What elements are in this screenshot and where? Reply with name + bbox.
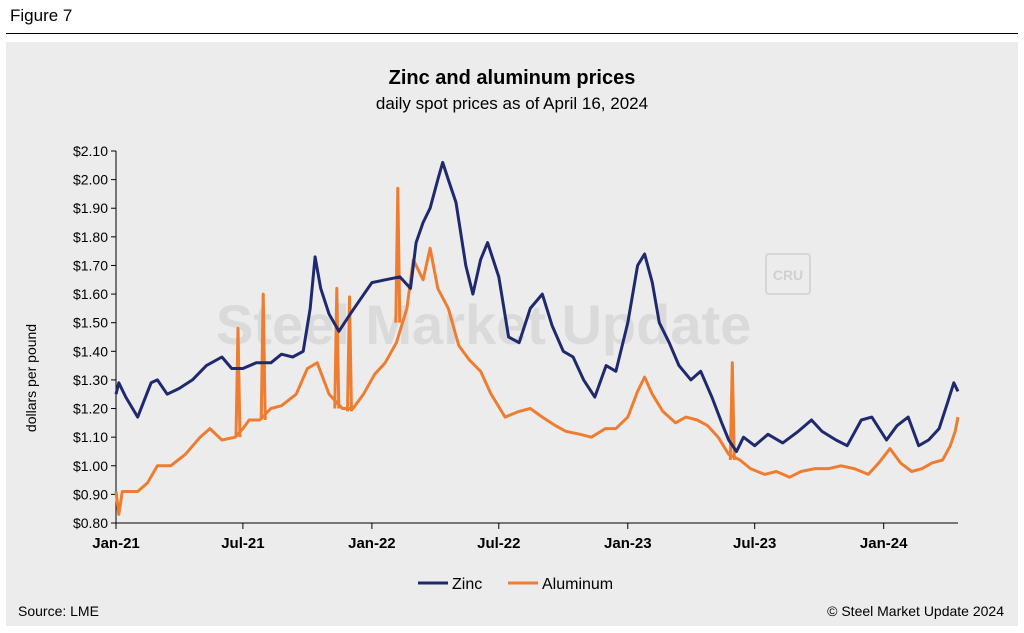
- x-tick-label: Jan-24: [860, 535, 908, 552]
- aluminum-spike: [333, 286, 341, 409]
- aluminum-spike: [346, 295, 353, 412]
- chart-svg: Steel Market Update CRU Zinc and aluminu…: [18, 67, 1004, 619]
- y-tick-label: $1.80: [73, 229, 108, 245]
- x-tick-label: Jul-22: [477, 535, 520, 552]
- y-tick-label: $2.10: [73, 143, 108, 159]
- chart-title: Zinc and aluminum prices: [389, 67, 636, 89]
- legend-label-aluminum: Aluminum: [542, 576, 613, 593]
- legend-label-zinc: Zinc: [452, 576, 482, 593]
- x-tick-label: Jan-22: [348, 535, 396, 552]
- legend: Zinc Aluminum: [418, 576, 613, 593]
- x-tick-label: Jul-21: [221, 535, 264, 552]
- y-tick-label: $1.40: [73, 343, 108, 359]
- y-tick-label: $1.30: [73, 372, 108, 388]
- chart-subtitle: daily spot prices as of April 16, 2024: [376, 94, 648, 113]
- y-tick-label: $1.90: [73, 200, 108, 216]
- x-tick-label: Jul-23: [733, 535, 776, 552]
- chart-panel: Steel Market Update CRU Zinc and aluminu…: [6, 42, 1018, 626]
- svg-text:CRU: CRU: [773, 267, 803, 283]
- aluminum-spike: [234, 326, 242, 438]
- y-tick-label: $1.70: [73, 257, 108, 273]
- watermark-logo: CRU: [765, 253, 811, 295]
- y-axis-label: dollars per pound: [23, 324, 39, 432]
- series-line-zinc: [114, 160, 960, 453]
- aluminum-spike: [259, 292, 267, 421]
- y-tick-label: $0.80: [73, 515, 108, 531]
- y-tick-label: $1.50: [73, 315, 108, 331]
- y-tick-label: $1.60: [73, 286, 108, 302]
- figure-label: Figure 7: [10, 6, 73, 25]
- y-tick-label: $1.00: [73, 458, 108, 474]
- y-tick-label: $1.20: [73, 401, 108, 417]
- x-tick-label: Jan-21: [92, 535, 140, 552]
- y-axis: $0.80 $0.90 $1.00 $1.10 $1.20 $1.30 $1.40 $1.50…: [73, 143, 116, 531]
- y-tick-label: $2.00: [73, 172, 108, 188]
- y-tick-label: $1.10: [73, 429, 108, 445]
- source-note: Source: LME: [18, 603, 99, 619]
- figure-rule: [6, 33, 1018, 34]
- series-line-aluminum: [114, 246, 960, 516]
- copyright-note: © Steel Market Update 2024: [827, 603, 1004, 619]
- y-tick-label: $0.90: [73, 486, 108, 502]
- x-tick-label: Jan-23: [604, 535, 652, 552]
- x-axis: Jan-21 Jul-21 Jan-22 Jul-22 Jan-23 Jul-23 Jan-…: [92, 523, 908, 552]
- aluminum-spike: [728, 361, 736, 461]
